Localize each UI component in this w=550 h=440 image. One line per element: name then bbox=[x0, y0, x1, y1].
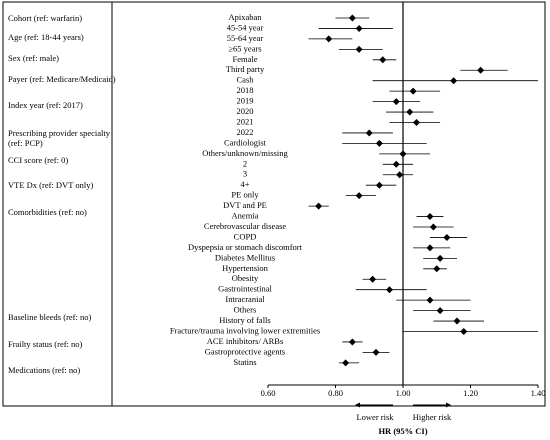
point-estimate bbox=[348, 338, 356, 346]
row-label: Statins bbox=[233, 357, 256, 367]
row-label: COPD bbox=[234, 231, 257, 241]
row-label: Cerebrovascular disease bbox=[204, 221, 287, 231]
row-label: Anemia bbox=[232, 211, 259, 221]
group-label: Cohort (ref: warfarin) bbox=[8, 13, 83, 23]
point-estimate bbox=[325, 35, 333, 43]
group-label: Baseline bleeds (ref: no) bbox=[8, 312, 92, 322]
row-label: 2018 bbox=[237, 85, 254, 95]
row-label: DVT and PE bbox=[223, 200, 267, 210]
point-estimate bbox=[429, 223, 437, 231]
row-label: Others/unknown/missing bbox=[202, 148, 288, 158]
point-estimate bbox=[453, 317, 461, 325]
row-label: 2022 bbox=[237, 127, 254, 137]
row-label: Diabetes Mellitus bbox=[215, 252, 275, 262]
point-estimate bbox=[460, 328, 468, 335]
point-estimate bbox=[355, 45, 363, 53]
point-estimate bbox=[315, 202, 323, 210]
point-estimate bbox=[436, 254, 444, 262]
row-label: Cardiologist bbox=[224, 137, 267, 147]
point-estimate bbox=[399, 150, 407, 158]
group-label: CCI score (ref: 0) bbox=[8, 155, 69, 165]
row-label: Apixaban bbox=[228, 12, 262, 22]
row-label: Cash bbox=[237, 75, 255, 85]
point-estimate bbox=[409, 87, 417, 95]
x-tick-label: 1.20 bbox=[463, 388, 478, 398]
group-label: Comorbidities (ref: no) bbox=[8, 207, 87, 217]
point-estimate bbox=[379, 56, 387, 64]
point-estimate bbox=[426, 296, 434, 304]
point-estimate bbox=[436, 307, 444, 315]
row-label: ACE inhibitors/ ARBs bbox=[207, 336, 284, 346]
point-estimate bbox=[433, 265, 441, 273]
x-tick-label: 0.80 bbox=[328, 388, 343, 398]
row-label: 45-54 year bbox=[227, 22, 264, 32]
row-label: 2020 bbox=[237, 106, 254, 116]
higher-arrowhead bbox=[446, 402, 451, 408]
row-label: 2021 bbox=[237, 116, 254, 126]
row-label: Intracranial bbox=[225, 294, 265, 304]
group-label: VTE Dx (ref: DVT only) bbox=[8, 180, 94, 190]
point-estimate bbox=[342, 359, 350, 367]
row-label: 4+ bbox=[240, 179, 249, 189]
point-estimate bbox=[426, 213, 434, 221]
frame bbox=[2, 1, 546, 407]
group-label: Age (ref: 18-44 years) bbox=[8, 32, 84, 42]
row-label: 2019 bbox=[237, 96, 254, 106]
point-estimate bbox=[426, 244, 434, 252]
point-estimate bbox=[355, 24, 363, 32]
row-label: Gastrointestinal bbox=[218, 284, 272, 294]
row-label: Female bbox=[232, 54, 257, 64]
row-label: Others bbox=[234, 305, 257, 315]
point-estimate bbox=[348, 14, 356, 22]
point-estimate bbox=[477, 66, 485, 74]
lower-risk-label: Lower risk bbox=[356, 412, 394, 422]
point-estimate bbox=[375, 181, 383, 189]
row-label: Gastroprotective agents bbox=[205, 346, 285, 356]
point-estimate bbox=[443, 233, 451, 241]
point-estimate bbox=[396, 171, 404, 179]
point-estimate bbox=[450, 77, 458, 85]
point-estimate bbox=[413, 119, 420, 126]
x-tick-label: 1.40 bbox=[531, 388, 546, 398]
row-label: PE only bbox=[231, 190, 259, 200]
group-label: Prescribing provider specialty (ref: PCP… bbox=[8, 128, 110, 148]
lower-arrowhead bbox=[355, 402, 360, 408]
row-label: Fracture/trauma involving lower extremit… bbox=[170, 325, 320, 335]
row-label: 3 bbox=[243, 169, 247, 179]
x-tick-label: 0.60 bbox=[261, 388, 276, 398]
row-label: History of falls bbox=[219, 315, 270, 325]
row-label: Hypertension bbox=[222, 263, 269, 273]
row-label: 2 bbox=[243, 158, 247, 168]
group-label: Sex (ref: male) bbox=[8, 53, 59, 63]
point-estimate bbox=[375, 139, 383, 147]
x-tick-label: 1.00 bbox=[396, 388, 411, 398]
row-label: Third party bbox=[226, 64, 265, 74]
row-label: Obesity bbox=[232, 273, 259, 283]
point-estimate bbox=[369, 275, 377, 283]
point-estimate bbox=[406, 108, 414, 116]
point-estimate bbox=[355, 192, 363, 200]
point-estimate bbox=[392, 160, 400, 168]
row-label: Dyspepsia or stomach discomfort bbox=[188, 242, 303, 252]
group-label: Payer (ref: Medicare/Medicaid) bbox=[8, 74, 116, 84]
x-axis-label: HR (95% CI) bbox=[378, 426, 427, 436]
point-estimate bbox=[365, 129, 373, 137]
point-estimate bbox=[392, 98, 400, 106]
point-estimate bbox=[372, 348, 380, 356]
point-estimate bbox=[386, 286, 393, 294]
group-label: Medications (ref: no) bbox=[8, 365, 81, 375]
row-label: 55-64 year bbox=[227, 33, 264, 43]
group-label: Frailty status (ref: no) bbox=[8, 339, 83, 349]
group-label: Index year (ref: 2017) bbox=[8, 100, 83, 110]
row-label: ≥65 years bbox=[228, 43, 261, 53]
higher-risk-label: Higher risk bbox=[413, 412, 452, 422]
